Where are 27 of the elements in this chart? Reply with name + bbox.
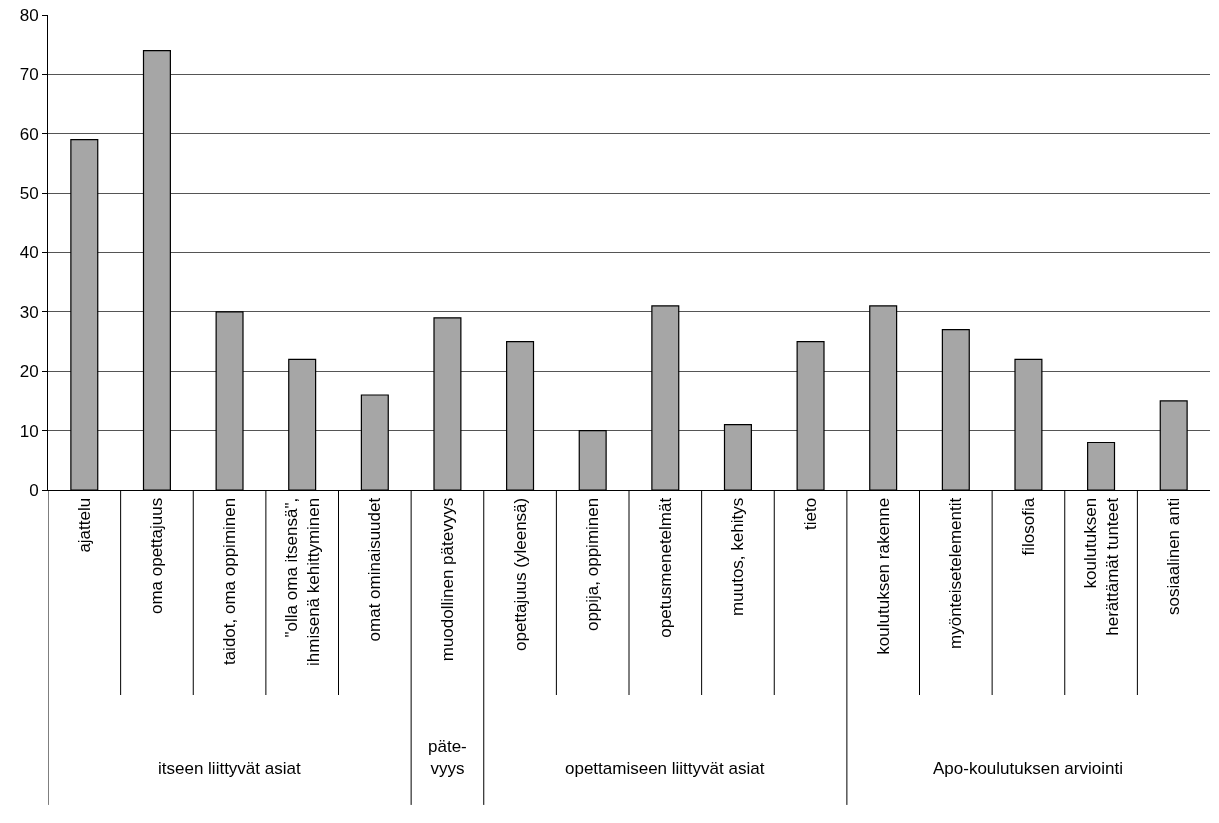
x-tick-label: myönteisetelementit: [946, 497, 966, 649]
text: itseen liittyvät asiat: [158, 759, 301, 778]
x-tick-label: muodollinen pätevyys: [437, 497, 457, 662]
x-tick-label: oma opettajuus: [147, 497, 167, 615]
y-tick-label: 50: [19, 184, 39, 204]
y-tick-label: 60: [19, 124, 39, 144]
x-tick-label: omat ominaisuudet: [365, 497, 385, 642]
y-tick-label: 70: [19, 65, 39, 85]
x-tick-label: ajattelu: [74, 497, 94, 553]
x-tick-label: opettajuus (yleensä): [510, 497, 530, 651]
x-tick-label: koulutuksen rakenne: [873, 497, 893, 655]
y-tick-label: 40: [19, 243, 39, 263]
y-tick-label: 0: [29, 480, 39, 500]
x-tick-label: opetusmenetelmät: [655, 497, 675, 638]
x-tick-label: tieto: [801, 497, 821, 530]
text: päte- vyys: [428, 737, 467, 779]
x-tick-label: taidot, oma oppiminen: [220, 497, 240, 666]
y-tick-label: 20: [19, 362, 39, 382]
text: opettamiseen liittyvät asiat: [565, 759, 765, 778]
y-tick-label: 30: [19, 302, 39, 322]
x-tick-label: filosofia: [1018, 497, 1038, 556]
y-tick-label: 10: [19, 421, 39, 441]
y-tick-label: 80: [19, 5, 39, 25]
x-tick-label: oppija, oppiminen: [583, 497, 603, 632]
x-tick-label: sosiaalinen anti: [1164, 497, 1184, 615]
x-tick-label: muutos, kehitys: [728, 497, 748, 616]
text: Apo-koulutuksen arviointi: [933, 759, 1123, 778]
